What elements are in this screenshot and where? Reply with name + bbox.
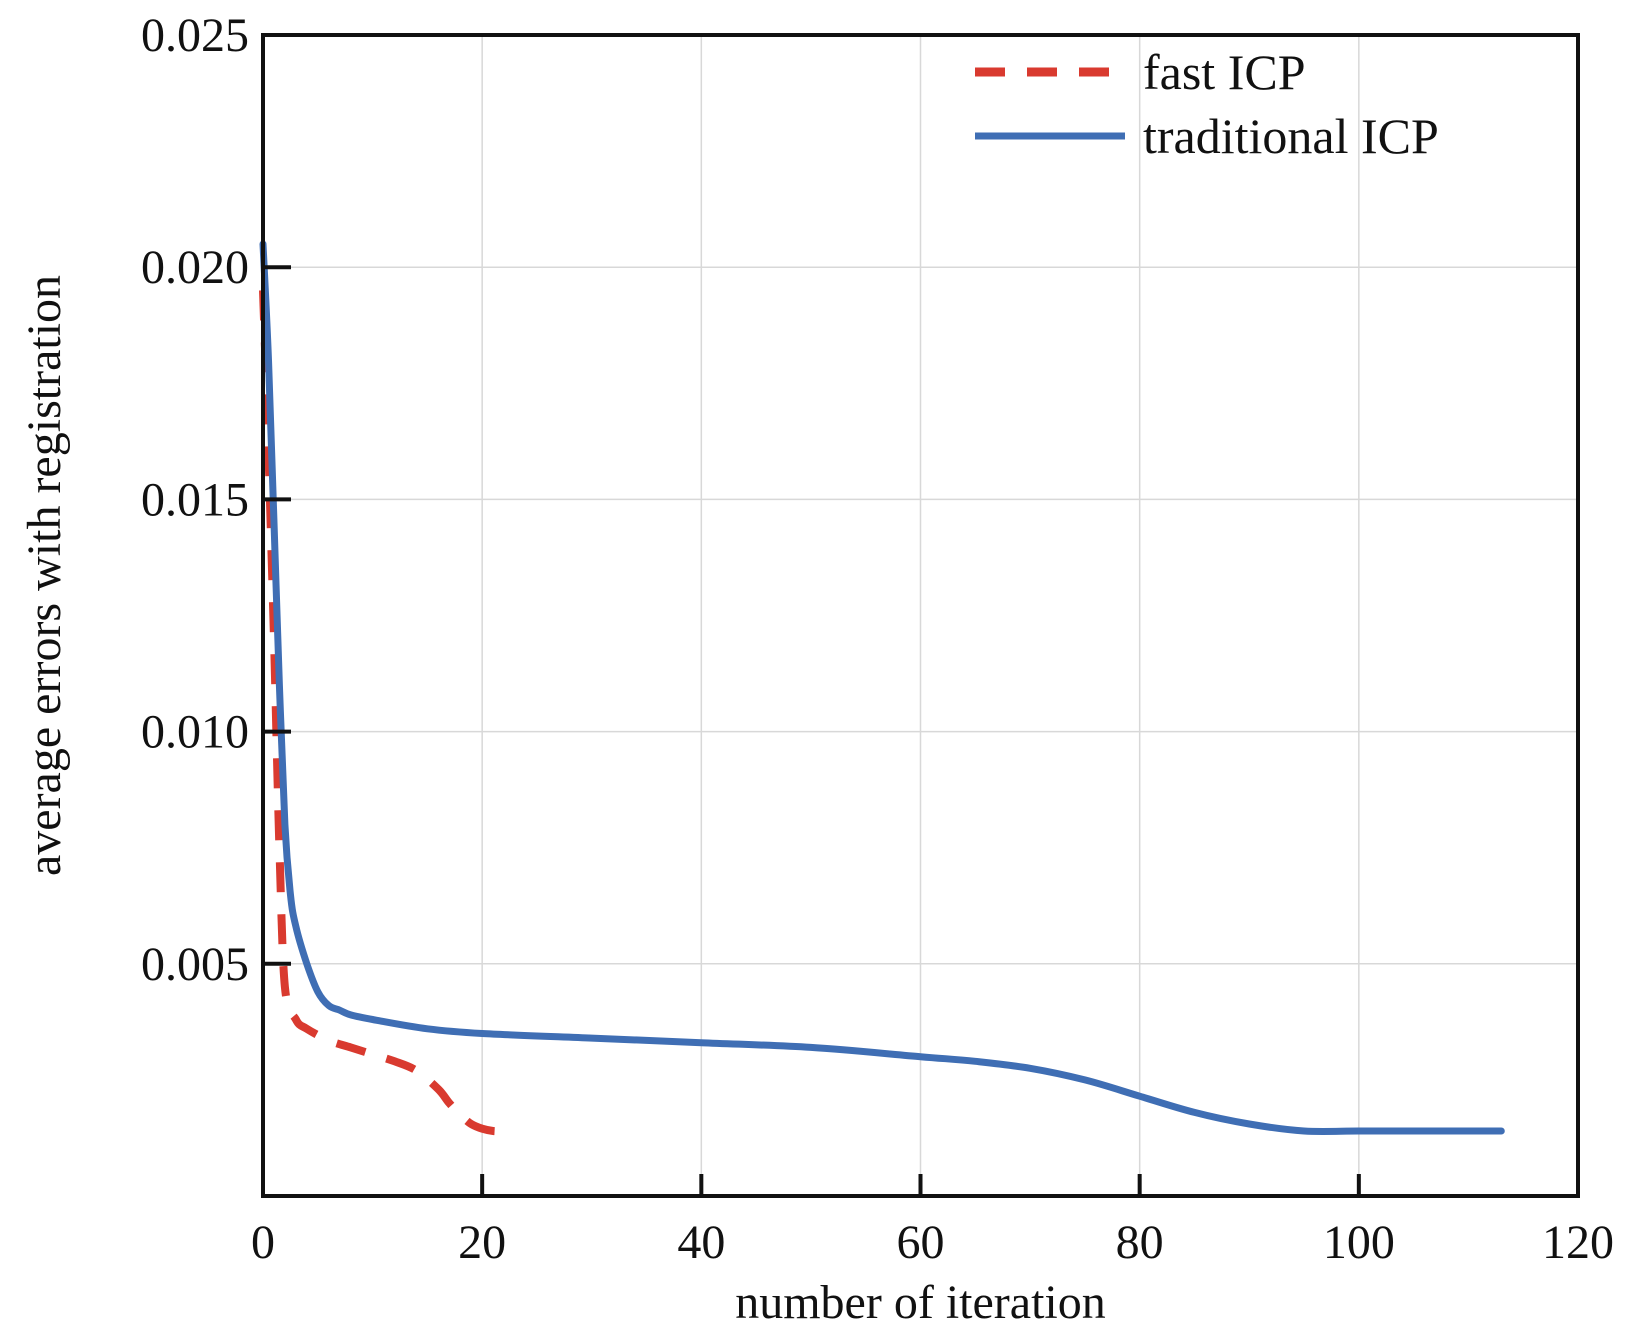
x-tick-label: 0 <box>251 1216 275 1269</box>
x-tick-label: 120 <box>1542 1216 1614 1269</box>
x-tick-label: 60 <box>897 1216 945 1269</box>
legend: fast ICP traditional ICP <box>975 44 1439 164</box>
x-axis-title: number of iteration <box>735 1276 1106 1329</box>
series-line-traditional-icp <box>259 240 1505 1135</box>
y-tick-label: 0.025 <box>141 9 249 62</box>
axis-labels: 0 20 40 60 80 100 120 0.005 0.010 0.015 0.020 0.025 <box>141 9 1614 1269</box>
legend-label: traditional ICP <box>1143 108 1439 164</box>
series-line-fast-icp <box>259 290 505 1136</box>
legend-label: fast ICP <box>1143 44 1306 100</box>
x-tick-label: 80 <box>1116 1216 1164 1269</box>
y-tick-label: 0.020 <box>141 241 249 294</box>
plot-series <box>259 240 1505 1136</box>
x-tick-label: 100 <box>1323 1216 1395 1269</box>
y-tick-label: 0.010 <box>141 706 249 759</box>
y-axis-title: average errors with registration <box>18 275 71 876</box>
axis-ticks <box>263 265 1361 1196</box>
y-tick-label: 0.015 <box>141 473 249 526</box>
y-tick-label: 0.005 <box>141 938 249 991</box>
grid <box>263 35 1578 1196</box>
x-tick-label: 20 <box>458 1216 506 1269</box>
x-tick-label: 40 <box>677 1216 725 1269</box>
